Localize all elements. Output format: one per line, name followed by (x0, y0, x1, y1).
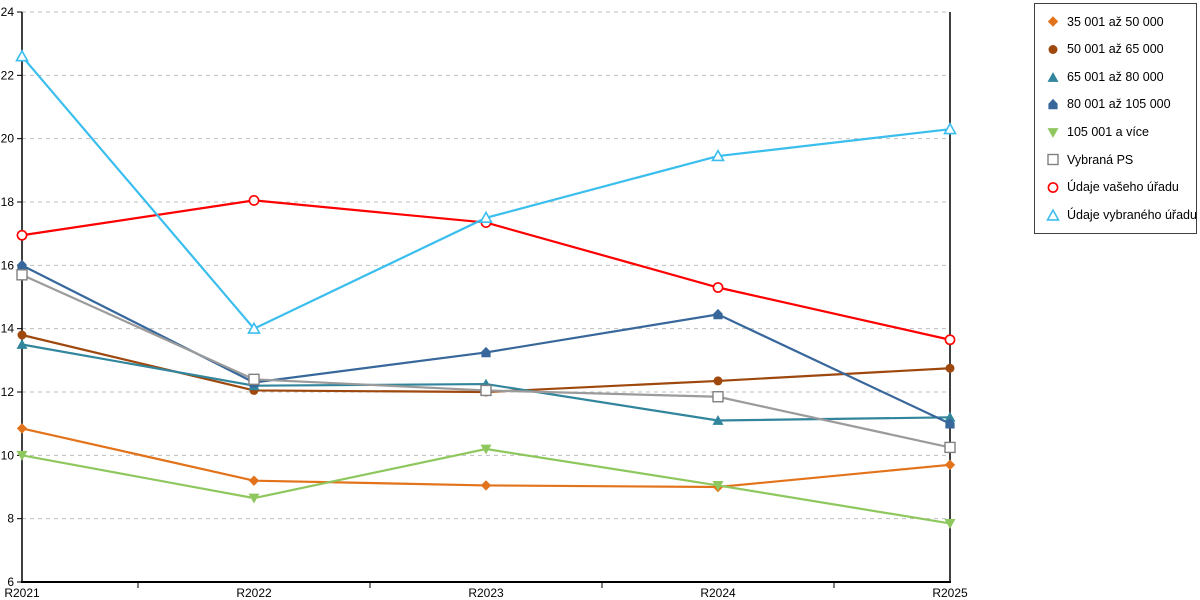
diamond-marker-icon (480, 480, 492, 491)
legend-label: Údaje vašeho úřadu (1067, 180, 1179, 195)
legend-marker-icon (1047, 16, 1059, 28)
square-marker-icon (480, 384, 492, 397)
legend-marker-icon (1047, 182, 1059, 193)
y-axis-tick-label: 22 (1, 68, 15, 82)
legend-item-3: 80 001 až 105 000 (1045, 97, 1194, 112)
legend-item-7: Údaje vybraného úřadu (1045, 207, 1197, 223)
triangle-up-marker-icon (944, 411, 956, 422)
triangle-up-marker-icon (479, 210, 493, 224)
legend-label: Údaje vybraného úřadu (1067, 207, 1197, 222)
pentagon-marker-icon (17, 259, 27, 271)
diamond-marker-icon (16, 423, 28, 434)
series-line (21, 427, 951, 489)
legend-label: 35 001 až 50 000 (1067, 14, 1164, 29)
series-7 (15, 49, 957, 334)
y-axis-tick-label: 8 (7, 512, 14, 526)
legend-marker-icon (1048, 44, 1058, 54)
pentagon-marker-icon (713, 308, 723, 320)
triangle-up-marker-icon (711, 149, 725, 162)
circle-marker-icon (17, 330, 27, 340)
circle-marker-icon (713, 376, 723, 386)
y-axis-tick-label: 14 (1, 322, 15, 336)
triangle-down-marker-icon (1047, 127, 1059, 138)
legend-label: 80 001 až 105 000 (1067, 97, 1171, 112)
triangle-up-marker-icon (943, 122, 957, 135)
circle-marker-icon (248, 195, 260, 206)
triangle-up-marker-icon (712, 415, 724, 425)
y-axis-tick-label: 18 (1, 195, 15, 209)
x-axis-category-label: R2021 (4, 586, 40, 600)
triangle-up-marker-icon (1047, 71, 1059, 82)
y-axis-tick-label: 12 (1, 385, 15, 399)
series-3 (17, 259, 955, 429)
legend-item-1: 50 001 až 65 000 (1045, 42, 1194, 57)
legend-item-5: Vybraná PS (1045, 152, 1194, 167)
series-0 (16, 423, 956, 493)
square-marker-icon (1047, 154, 1059, 166)
series-4 (16, 444, 956, 529)
pentagon-marker-icon (481, 346, 491, 358)
triangle-up-marker-icon (15, 49, 29, 62)
triangle-down-marker-icon (16, 450, 28, 461)
x-axis-category-label: R2023 (468, 586, 504, 600)
square-marker-icon (16, 269, 28, 281)
legend-marker-icon (1046, 208, 1060, 221)
triangle-up-marker-icon (247, 321, 261, 334)
circle-marker-icon (712, 282, 724, 293)
legend-label: 50 001 až 65 000 (1067, 42, 1164, 57)
circle-marker-icon (944, 334, 956, 346)
square-marker-icon (712, 391, 724, 403)
legend-item-6: Údaje vašeho úřadu (1045, 180, 1194, 195)
circle-marker-icon (945, 363, 955, 373)
triangle-down-marker-icon (944, 519, 956, 529)
square-marker-icon (944, 441, 956, 454)
triangle-up-marker-icon (1046, 208, 1060, 221)
legend-item-0: 35 001 až 50 000 (1045, 14, 1194, 29)
y-axis-tick-label: 10 (1, 448, 15, 462)
legend-marker-icon (1047, 127, 1059, 138)
legend-item-2: 65 001 až 80 000 (1045, 70, 1194, 85)
y-axis-tick-label: 20 (1, 132, 15, 146)
series-line (21, 264, 951, 425)
x-axis-category-label: R2022 (236, 586, 272, 600)
x-axis-category-label: R2024 (700, 586, 736, 600)
legend-label: 105 001 a více (1067, 125, 1150, 140)
diamond-marker-icon (248, 475, 260, 486)
series-5 (16, 269, 956, 454)
y-axis-tick-label: 16 (1, 258, 15, 272)
triangle-down-marker-icon (712, 481, 724, 491)
diamond-marker-icon (944, 459, 956, 471)
series-line (21, 55, 951, 331)
circle-marker-icon (16, 229, 28, 241)
triangle-up-marker-icon (16, 339, 28, 349)
y-axis-tick-label: 24 (1, 5, 15, 19)
legend-marker-icon (1047, 71, 1059, 82)
y-axis-tick-label: 6 (7, 575, 14, 589)
legend-item-4: 105 001 a více (1045, 125, 1194, 140)
circle-marker-icon (1047, 182, 1059, 193)
legend-label: 65 001 až 80 000 (1067, 69, 1164, 84)
legend-marker-icon (1048, 99, 1058, 110)
series-line (21, 273, 951, 449)
circle-marker-icon (1048, 44, 1058, 54)
chart-legend: 35 001 až 50 000 50 001 až 65 000 65 001 a… (1034, 3, 1197, 234)
diamond-marker-icon (1047, 16, 1059, 28)
pentagon-marker-icon (945, 418, 955, 429)
x-axis-category-label: R2025 (932, 586, 968, 600)
legend-label: Vybraná PS (1067, 152, 1134, 167)
triangle-down-marker-icon (480, 444, 492, 455)
legend-marker-icon (1047, 154, 1059, 166)
triangle-down-marker-icon (248, 493, 260, 504)
pentagon-marker-icon (1048, 99, 1058, 110)
square-marker-icon (248, 373, 260, 386)
